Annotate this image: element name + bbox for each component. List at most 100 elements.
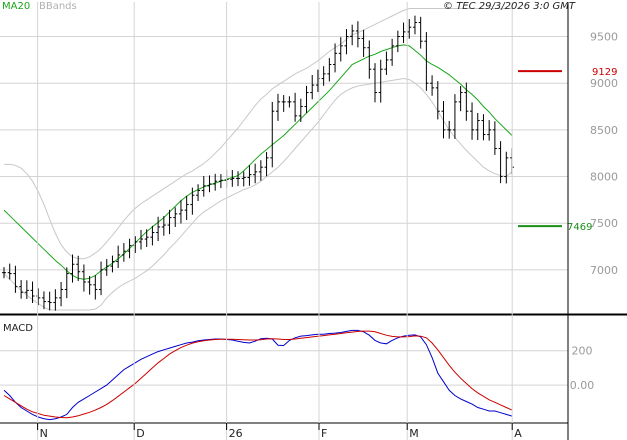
price-bar [304, 85, 309, 113]
x-tick-label: A [514, 427, 522, 440]
price-bar [390, 38, 395, 66]
price-bar [41, 291, 46, 310]
price-bar [487, 120, 492, 141]
price-bar [452, 94, 457, 139]
price-bar [138, 229, 143, 250]
price-bar [253, 163, 258, 184]
price-bar [236, 171, 241, 187]
price-bar [218, 174, 223, 189]
price-bar [116, 245, 121, 268]
bollinger-bands [3, 8, 513, 311]
price-bar [310, 74, 315, 100]
signal-line [3, 330, 513, 419]
price-bar [230, 170, 235, 187]
price-bar [156, 216, 161, 242]
price-bar [207, 175, 212, 193]
price-bar [470, 102, 475, 140]
price-bar [367, 40, 372, 79]
price-bar [47, 291, 52, 311]
price-bar [258, 160, 263, 181]
price-bar [201, 176, 206, 197]
price-bar [350, 24, 355, 46]
price-bar [424, 32, 429, 91]
price-bar [418, 16, 423, 49]
x-axis: N D 26 F M A [0, 2, 569, 440]
price-bar [53, 289, 58, 311]
price-bar [293, 92, 298, 122]
price-bar [150, 225, 155, 246]
ma20-legend: MA20 [2, 1, 30, 12]
price-bar [87, 275, 92, 295]
price-bar [247, 165, 252, 186]
price-gridlines [0, 36, 568, 271]
price-bar [127, 238, 132, 259]
price-bar [492, 121, 497, 155]
price-bar [441, 101, 446, 139]
price-bars [2, 15, 514, 311]
price-bar [378, 59, 383, 103]
price-bar [190, 187, 195, 215]
price-bar [464, 82, 469, 121]
price-tick-label: 8500 [590, 124, 618, 137]
x-tick-label: D [136, 427, 144, 440]
price-bar [327, 58, 332, 82]
price-bar [435, 81, 440, 120]
price-bar [19, 280, 24, 299]
price-tick-label: 8000 [590, 171, 618, 184]
macd-panel: 200 0.00 [0, 329, 595, 421]
price-bar [178, 200, 183, 224]
price-bar [121, 243, 126, 262]
bband-upper-line [4, 8, 512, 260]
copyright-text: © TEC 29/3/2026 3:0 GMT [443, 1, 576, 12]
price-bar [110, 255, 115, 273]
price-bar [321, 66, 326, 86]
price-bar [7, 263, 12, 280]
price-bar [333, 43, 338, 73]
price-bar [241, 171, 246, 187]
bband-lower-line [3, 77, 513, 311]
price-bar [70, 254, 75, 283]
price-bar [401, 22, 406, 44]
price-axis-labels: 9500 9000 8500 8000 7500 7000 [590, 31, 618, 277]
price-bar [338, 37, 343, 62]
price-bar [458, 86, 463, 112]
price-tick-label: 7500 [590, 217, 618, 230]
price-bar [504, 151, 509, 184]
price-bar [475, 112, 480, 141]
price-bar [264, 152, 269, 177]
price-bar [30, 281, 35, 303]
macd-panel-title: MACD [3, 323, 33, 334]
macd-line [3, 329, 513, 421]
resistance-level-label: 9129 [592, 67, 617, 78]
x-tick-label: F [321, 427, 327, 440]
price-bar [64, 267, 69, 299]
price-bar [384, 51, 389, 75]
price-bar [373, 63, 378, 103]
price-bar [144, 229, 149, 247]
price-bar [13, 265, 18, 293]
price-bar [173, 207, 178, 227]
price-bar [481, 114, 486, 141]
macd-tick-label: 200 [572, 345, 593, 358]
price-bar [298, 98, 303, 123]
price-bar [281, 95, 286, 112]
price-bar [344, 29, 349, 55]
price-bar [81, 264, 86, 292]
price-bar [430, 75, 435, 96]
x-tick-label: M [409, 427, 419, 440]
price-tick-label: 9500 [590, 31, 618, 44]
price-bar [275, 93, 280, 121]
price-bar [2, 267, 6, 279]
macd-lines [3, 329, 513, 421]
macd-tick-label: 0.00 [570, 379, 595, 392]
price-bar [498, 141, 503, 184]
price-tick-label: 9000 [590, 77, 618, 90]
price-bar [93, 275, 98, 300]
price-bar [395, 30, 400, 53]
price-bar [447, 120, 452, 139]
price-tick-label: 7000 [590, 264, 618, 277]
price-bar [287, 96, 292, 108]
bbands-legend: BBands [39, 1, 77, 12]
price-bar [355, 21, 360, 48]
